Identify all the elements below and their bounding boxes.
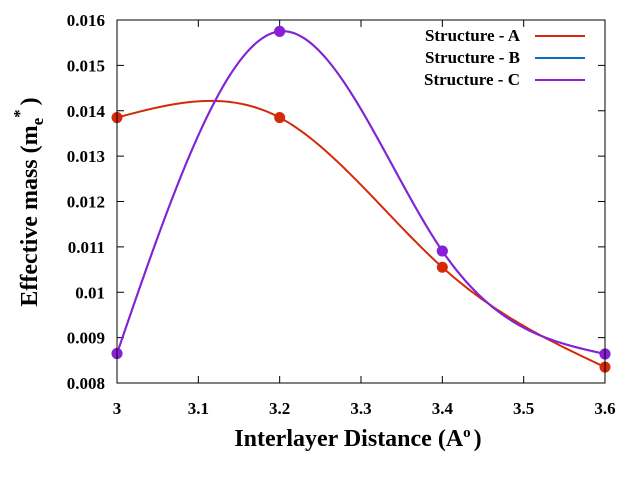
y-axis-title-superscript: * [10, 109, 29, 118]
x-axis-title: Interlayer Distance (Ao) [234, 425, 481, 452]
y-axis-title-main: Effective mass (m [17, 125, 43, 306]
x-tick-label: 3.6 [594, 399, 615, 418]
y-tick-label: 0.008 [67, 374, 105, 393]
y-axis-title-subscript: e [28, 117, 47, 125]
x-axis-title-close: ) [474, 426, 482, 452]
y-tick-label: 0.009 [67, 329, 105, 348]
y-tick-label: 0.012 [67, 193, 105, 212]
x-tick-label: 3.3 [350, 399, 371, 418]
series-2-point [436, 245, 448, 257]
series-layer [111, 25, 611, 373]
y-tick-label: 0.013 [67, 147, 105, 166]
x-tick-label: 3.4 [432, 399, 454, 418]
plot-frame [116, 19, 606, 384]
x-tick-label: 3.5 [513, 399, 534, 418]
x-tick-label: 3.1 [188, 399, 209, 418]
series-2-point [274, 25, 286, 37]
legend-label: Structure - C [424, 70, 520, 89]
y-tick-label: 0.016 [67, 11, 105, 30]
x-axis-title-superscript: o [463, 425, 471, 441]
axis-tick-labels: 3 3.1 3.2 3.3 3.4 3.5 3.6 0.008 0.009 0.01 0.011 0.… [67, 11, 616, 418]
x-axis-title-main: Interlayer Distance (A [234, 426, 464, 452]
legend-label: Structure - A [425, 26, 521, 45]
legend: Structure - A Structure - B Structure - C [424, 26, 585, 89]
series-line-0 [116, 99, 606, 369]
y-tick-label: 0.014 [67, 102, 106, 121]
y-tick-label: 0.011 [68, 238, 105, 257]
series-0-point [436, 261, 448, 273]
series-line-2 [116, 30, 606, 355]
series-0-point [274, 112, 286, 124]
x-tick-label: 3 [113, 399, 122, 418]
y-tick-label: 0.015 [67, 56, 105, 75]
y-axis-title-close: ) [17, 97, 43, 105]
y-tick-label: 0.01 [75, 283, 105, 302]
legend-label: Structure - B [425, 48, 520, 67]
y-axis-title: Effective mass (me*) [10, 97, 47, 306]
x-tick-label: 3.2 [269, 399, 290, 418]
